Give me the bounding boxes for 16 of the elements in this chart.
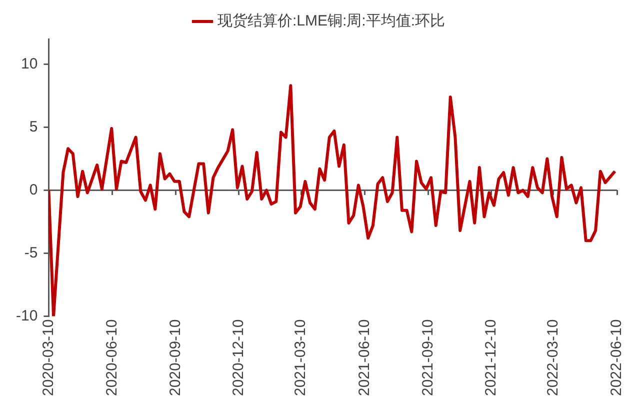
y-tick-label: -10 (16, 307, 38, 324)
y-tick-label: 0 (29, 181, 38, 198)
x-tick-label: 2020-03-10 (40, 319, 57, 396)
x-tick-label: 2021-09-10 (419, 319, 436, 396)
y-tick-label: 10 (20, 55, 38, 72)
x-tick-label: 2021-03-10 (292, 319, 310, 396)
legend-label: 现货结算价:LME铜:周:平均值:环比 (217, 12, 446, 30)
x-tick-label: 2021-06-10 (356, 319, 373, 396)
x-tick-label: 2022-03-10 (544, 319, 562, 396)
x-tick-label: 2020-09-10 (167, 319, 184, 396)
x-tick-label: 2021-12-10 (482, 319, 500, 396)
y-tick-label: 5 (29, 118, 38, 136)
x-tick-label: 2020-06-10 (103, 319, 120, 396)
x-tick-label: 2020-12-10 (230, 319, 247, 396)
x-tick-label: 2022-06-10 (608, 319, 626, 396)
y-tick-label: -5 (24, 244, 38, 262)
